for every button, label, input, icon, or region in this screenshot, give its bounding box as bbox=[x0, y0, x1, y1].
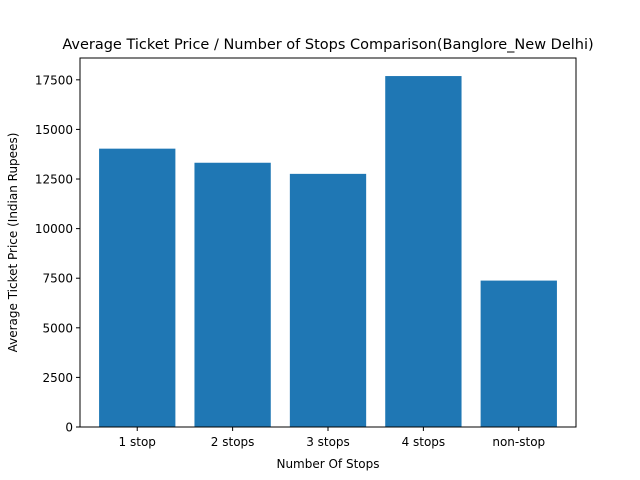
bar-2-stops bbox=[194, 162, 271, 427]
y-tick-label: 5000 bbox=[42, 321, 73, 335]
bar-4-stops bbox=[385, 76, 462, 428]
x-tick-label: 4 stops bbox=[402, 435, 446, 449]
y-tick-label: 2500 bbox=[42, 371, 73, 385]
x-axis-label: Number Of Stops bbox=[276, 457, 379, 471]
y-tick-label: 0 bbox=[65, 421, 73, 435]
x-tick-label: 1 stop bbox=[119, 435, 156, 449]
chart-title: Average Ticket Price / Number of Stops C… bbox=[62, 37, 593, 53]
plot-frame bbox=[79, 57, 577, 428]
bars-group bbox=[99, 76, 557, 428]
x-tick-label: 2 stops bbox=[211, 435, 255, 449]
y-tick-label: 10000 bbox=[35, 222, 73, 236]
bar-non-stop bbox=[480, 280, 557, 427]
x-tick-label: non-stop bbox=[492, 435, 545, 449]
y-tick-label: 7500 bbox=[42, 272, 73, 286]
bar-3-stops bbox=[289, 173, 367, 427]
y-tick-label: 15000 bbox=[35, 123, 73, 137]
x-axis-ticks: 1 stop 2 stops 3 stops 4 stops non-stop bbox=[119, 427, 545, 449]
x-tick-label: 3 stops bbox=[306, 435, 350, 449]
y-tick-label: 12500 bbox=[35, 173, 73, 187]
bar-1-stop bbox=[99, 148, 176, 427]
y-tick-label: 17500 bbox=[35, 73, 73, 87]
y-axis-label: Average Ticket Price (Indian Rupees) bbox=[6, 133, 20, 353]
y-axis-ticks: 0 2500 5000 7500 10000 12500 15000 17500 bbox=[35, 73, 80, 435]
